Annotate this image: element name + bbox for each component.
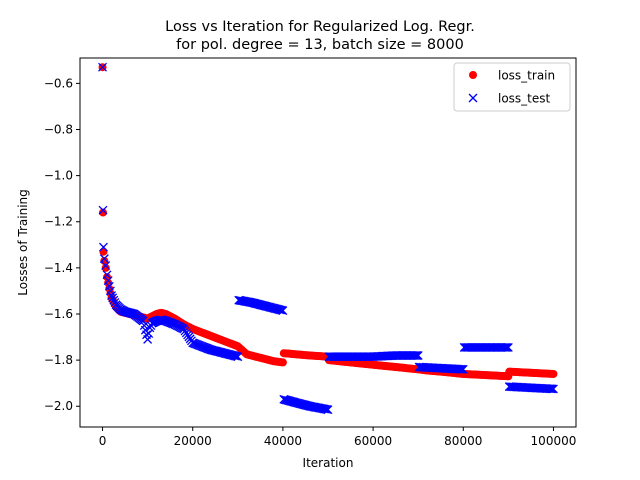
point-loss-test	[108, 293, 118, 303]
y-tick-label: −1.2	[44, 215, 73, 229]
legend-marker-loss-test	[468, 93, 478, 103]
y-axis-label: Losses of Training	[16, 189, 30, 296]
legend: loss_train loss_test	[453, 62, 571, 112]
point-loss-test	[458, 364, 468, 374]
plot-area	[98, 62, 558, 415]
point-loss-train	[101, 263, 110, 272]
point-loss-test	[411, 351, 421, 360]
series-loss-test	[98, 62, 558, 415]
point-loss-test	[548, 384, 558, 394]
x-tick-label: 100000	[531, 434, 577, 448]
point-loss-test	[503, 342, 513, 352]
point-loss-test	[502, 342, 512, 352]
point-loss-test	[323, 405, 333, 415]
point-loss-test	[545, 384, 555, 394]
legend-label-loss-test: loss_test	[498, 92, 551, 106]
y-tick-label: −2.0	[44, 399, 73, 413]
point-loss-test	[233, 352, 243, 362]
x-tick-label: 20000	[174, 434, 212, 448]
point-loss-test	[278, 306, 288, 315]
point-loss-test	[322, 404, 332, 414]
point-loss-test	[99, 254, 109, 264]
legend-marker-loss-train	[469, 71, 477, 79]
y-tick-label: −1.8	[44, 353, 73, 367]
x-tick-label: 60000	[354, 434, 392, 448]
chart-title-line1: Loss vs Iteration for Regularized Log. R…	[165, 19, 475, 35]
point-loss-test	[501, 342, 511, 352]
y-tick-label: −0.6	[44, 76, 73, 90]
point-loss-test	[455, 364, 464, 374]
point-loss-test	[277, 305, 287, 315]
x-tick-label: 0	[99, 434, 107, 448]
point-loss-test	[320, 404, 330, 414]
y-axis: −0.6 −0.8 −1.0 −1.2 −1.4 −1.6 −1.8 −2.0	[44, 76, 80, 413]
point-loss-test	[232, 351, 241, 361]
point-loss-test	[109, 295, 119, 305]
point-loss-test	[457, 364, 467, 374]
point-loss-test	[98, 205, 108, 215]
point-loss-test	[98, 242, 108, 252]
point-loss-test	[230, 351, 240, 361]
x-tick-label: 80000	[444, 434, 482, 448]
axes-frame	[79, 57, 577, 428]
x-axis-label: Iteration	[303, 456, 354, 470]
y-tick-label: −1.6	[44, 307, 73, 321]
y-tick-label: −0.8	[44, 122, 73, 136]
legend-box	[453, 62, 571, 112]
point-loss-test	[98, 62, 108, 72]
point-loss-test	[500, 342, 510, 352]
point-loss-test	[456, 364, 466, 374]
point-loss-test	[101, 261, 111, 271]
point-loss-train	[278, 358, 287, 367]
point-loss-test	[412, 351, 422, 360]
y-tick-label: −1.4	[44, 261, 73, 275]
x-tick-label: 40000	[264, 434, 302, 448]
chart-title-line2: for pol. degree = 13, batch size = 8000	[176, 37, 464, 53]
point-loss-train	[549, 369, 558, 378]
x-axis: 0 20000 40000 60000 80000 100000	[99, 427, 577, 448]
point-loss-test	[409, 351, 419, 360]
point-loss-test	[413, 351, 423, 360]
y-tick-label: −1.0	[44, 169, 73, 183]
legend-label-loss-train: loss_train	[498, 69, 555, 83]
point-loss-test	[107, 291, 117, 301]
point-loss-train	[98, 208, 107, 217]
point-loss-test	[546, 384, 556, 394]
point-loss-test	[547, 384, 557, 394]
point-loss-test	[275, 305, 285, 315]
